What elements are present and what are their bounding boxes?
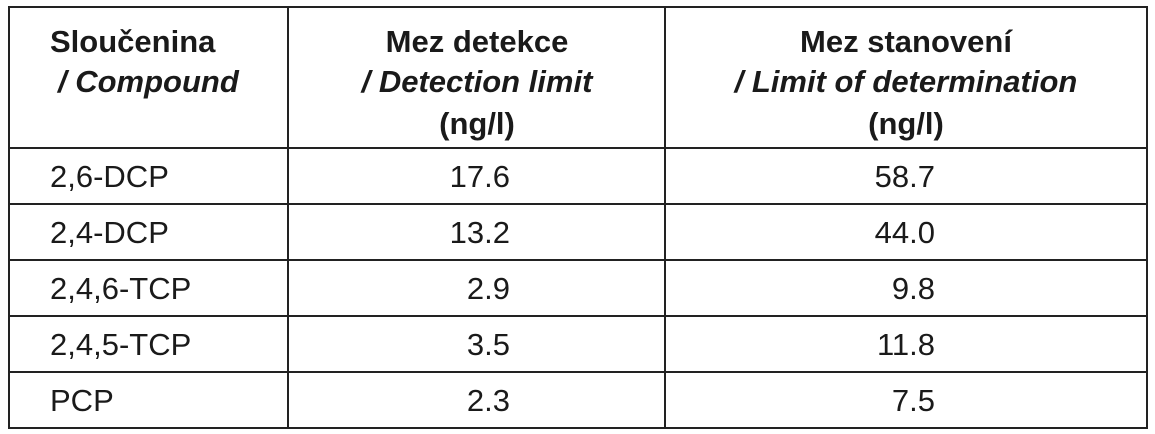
header-text: (ng/l) [439, 106, 515, 141]
row-rule [8, 203, 1148, 205]
value-cell: 13.2 [449, 215, 510, 250]
column-rule [664, 6, 666, 429]
row-rule [8, 315, 1148, 317]
header-text: / Limit of determination [734, 64, 1078, 99]
column-rule [287, 6, 289, 429]
compound-cell: PCP [50, 383, 114, 418]
row-rule [8, 371, 1148, 373]
header-text: Mez stanovení [800, 24, 1012, 59]
header-text: (ng/l) [868, 106, 944, 141]
header-text: / Detection limit [361, 64, 593, 99]
header-text: Sloučenina [50, 24, 216, 59]
value-cell: 7.5 [891, 383, 935, 418]
value-cell: 58.7 [874, 159, 935, 194]
value-cell: 3.5 [466, 327, 510, 362]
compound-cell: 2,6-DCP [50, 159, 169, 194]
compound-cell: 2,4,6-TCP [50, 271, 192, 306]
value-cell: 11.8 [876, 327, 935, 362]
value-cell: 44.0 [874, 215, 935, 250]
header-text: Mez detekce [385, 24, 569, 59]
row-rule [8, 147, 1148, 149]
header-text: / Compound [58, 64, 239, 99]
row-rule [8, 259, 1148, 261]
value-cell: 2.3 [466, 383, 510, 418]
compound-cell: 2,4-DCP [50, 215, 169, 250]
compound-cell: 2,4,5-TCP [50, 327, 192, 362]
value-cell: 17.6 [449, 159, 510, 194]
value-cell: 2.9 [466, 271, 510, 306]
table-border [8, 6, 1148, 429]
value-cell: 9.8 [891, 271, 935, 306]
